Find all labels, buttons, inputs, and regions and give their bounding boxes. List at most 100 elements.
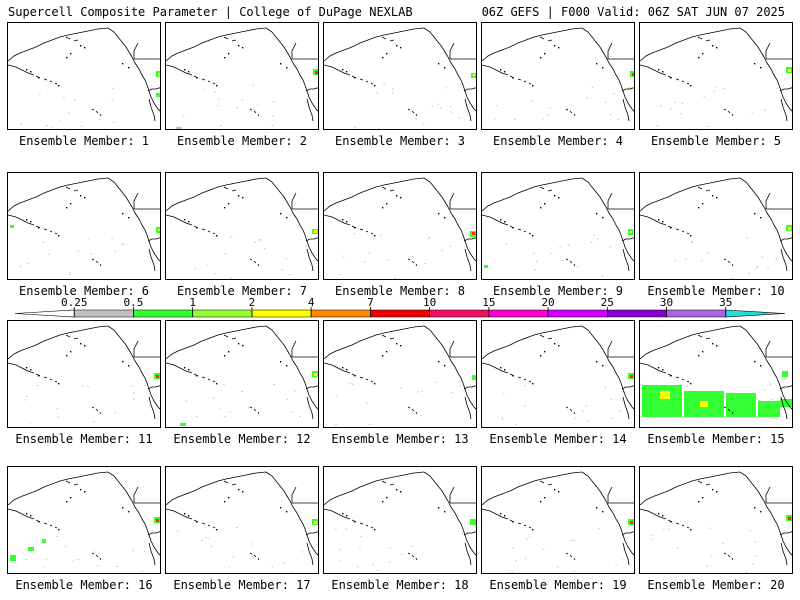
island — [658, 219, 660, 221]
scp-region — [788, 227, 791, 230]
island — [382, 501, 384, 503]
coastline — [697, 334, 711, 340]
coastline — [482, 214, 509, 226]
coastline — [291, 340, 297, 357]
island — [184, 69, 186, 71]
coastline — [739, 177, 765, 208]
coastline — [640, 508, 667, 520]
trace-value — [132, 550, 135, 552]
island — [80, 489, 82, 491]
trace-value — [570, 540, 573, 541]
trace-value — [283, 562, 285, 564]
island — [26, 69, 28, 71]
trace-value — [232, 556, 235, 558]
scp-region — [28, 547, 34, 551]
trace-value — [590, 241, 593, 243]
trace-value — [767, 267, 769, 269]
map-canvas — [482, 325, 634, 426]
island — [602, 217, 604, 219]
island — [760, 67, 762, 69]
coastline — [449, 340, 455, 357]
coastline — [605, 500, 634, 556]
trace-value — [210, 546, 212, 548]
island — [504, 71, 506, 73]
trace-value — [670, 108, 672, 110]
island — [396, 343, 398, 345]
trace-value — [25, 559, 28, 561]
trace-value — [272, 115, 275, 117]
trace-value — [252, 556, 255, 558]
island — [80, 195, 82, 197]
coastline — [223, 36, 237, 42]
coastline — [640, 177, 741, 212]
trace-value — [236, 527, 238, 528]
coastline — [739, 27, 765, 58]
coastline — [723, 258, 734, 267]
island — [346, 369, 348, 371]
coastline — [291, 42, 297, 59]
island — [554, 45, 556, 47]
coastline — [640, 64, 667, 76]
island — [698, 57, 700, 59]
trace-value — [339, 560, 341, 562]
trace-value — [229, 411, 232, 413]
island — [70, 497, 72, 499]
coastline — [249, 552, 260, 561]
trace-value — [660, 105, 662, 107]
island — [754, 507, 756, 509]
trace-value — [228, 567, 230, 569]
trace-value — [252, 84, 254, 86]
island — [354, 77, 356, 79]
island — [122, 63, 124, 65]
trace-value — [501, 416, 503, 418]
trace-value — [598, 528, 600, 530]
scp-region — [176, 127, 182, 129]
trace-value — [525, 558, 527, 560]
trace-value — [338, 273, 341, 275]
island — [444, 511, 446, 513]
trace-value — [368, 423, 371, 425]
scp-region — [630, 231, 632, 233]
island — [754, 213, 756, 215]
trace-value — [394, 278, 396, 279]
trace-value — [56, 535, 58, 537]
trace-value — [512, 547, 515, 549]
trace-value — [220, 125, 222, 126]
island — [242, 197, 244, 199]
ensemble-member-label: Ensemble Member: 9 — [492, 284, 624, 298]
trace-value — [206, 264, 208, 266]
coastline — [607, 340, 613, 357]
trace-value — [205, 537, 207, 539]
coastline — [723, 406, 734, 415]
island — [702, 351, 704, 353]
trace-value — [746, 237, 748, 239]
coastline — [8, 27, 109, 62]
trace-value — [354, 127, 356, 129]
trace-value — [749, 530, 752, 532]
trace-value — [289, 273, 291, 275]
trace-value — [392, 88, 394, 90]
trace-value — [223, 384, 225, 386]
island — [84, 491, 86, 493]
trace-value — [567, 244, 570, 246]
trace-value — [458, 117, 460, 119]
trace-value — [24, 399, 27, 401]
trace-value — [39, 93, 41, 95]
coastline — [779, 237, 792, 242]
trace-value — [514, 118, 516, 120]
coastline — [166, 64, 193, 76]
island — [400, 47, 402, 49]
coastline — [131, 56, 160, 112]
ensemble-member-label: Ensemble Member: 7 — [176, 284, 308, 298]
island — [702, 203, 704, 205]
scp-region — [315, 71, 318, 74]
coastline — [305, 87, 318, 92]
map-canvas — [8, 325, 160, 424]
trace-value — [122, 244, 125, 246]
coastline — [723, 552, 734, 561]
trace-value — [543, 548, 545, 550]
trace-value — [19, 266, 22, 268]
coastline — [8, 471, 109, 506]
island — [128, 217, 130, 219]
coastline — [107, 325, 133, 356]
